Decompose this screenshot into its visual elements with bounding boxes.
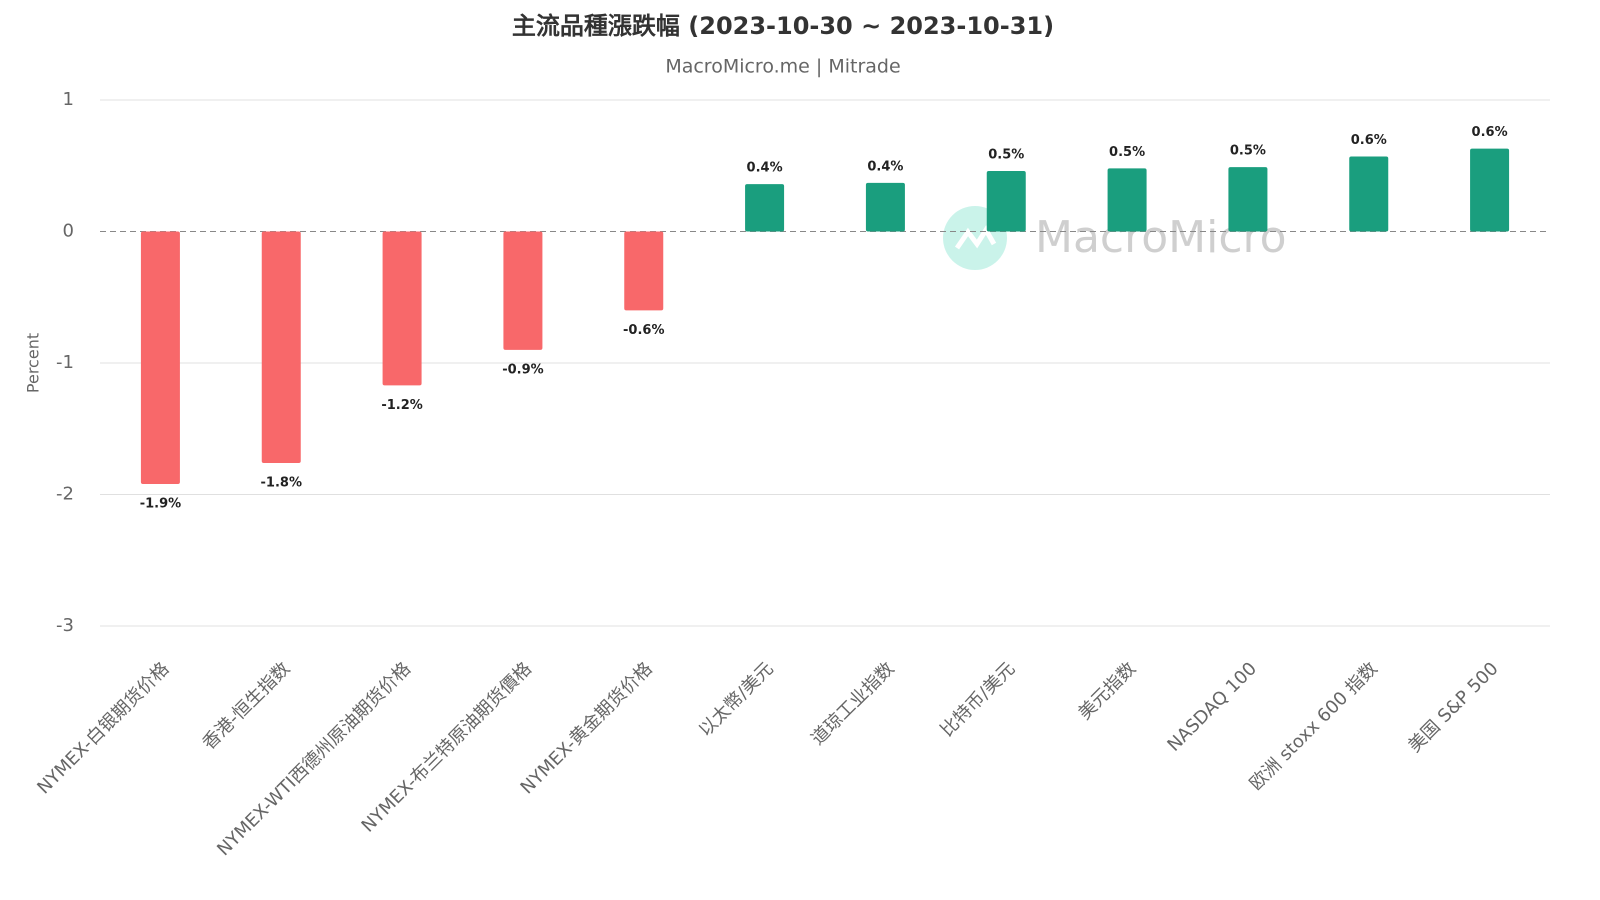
- bar: [986, 171, 1026, 232]
- bar: [624, 231, 664, 311]
- x-tick-label: NASDAQ 100: [1163, 658, 1261, 756]
- x-tick-label: 美元指数: [1074, 658, 1140, 724]
- y-tick-label: 0: [63, 221, 74, 242]
- data-label: 0.5%: [1109, 145, 1145, 160]
- data-label: -0.6%: [623, 323, 664, 338]
- x-tick-label: 欧洲 stoxx 600 指数: [1246, 658, 1382, 794]
- x-tick-label: 香港-恒生指数: [199, 658, 295, 754]
- x-tick-label: NYMEX-WTI西德州原油期货价格: [213, 658, 415, 860]
- y-tick-label: -3: [56, 615, 74, 636]
- chart-title: 主流品種漲跌幅 (2023-10-30 ~ 2023-10-31): [512, 12, 1054, 40]
- x-tick-label: NYMEX-黄金期货价格: [517, 658, 657, 798]
- y-tick-label: 1: [63, 89, 74, 110]
- y-axis-label: Percent: [24, 333, 43, 393]
- x-tick-label: 比特币/美元: [937, 658, 1020, 741]
- data-label: 0.5%: [1230, 144, 1266, 159]
- x-tick-label: 道琼工业指数: [807, 658, 898, 749]
- bar: [1228, 167, 1268, 232]
- data-label: -1.9%: [140, 496, 181, 511]
- data-label: -0.9%: [502, 362, 543, 377]
- bar: [503, 231, 543, 350]
- chart-subtitle: MacroMicro.me | Mitrade: [665, 56, 900, 78]
- bar: [865, 182, 905, 232]
- y-tick-label: -1: [56, 352, 74, 373]
- x-tick-label: NYMEX-白银期货价格: [33, 658, 173, 798]
- bar: [140, 231, 180, 484]
- y-tick-label: -2: [56, 484, 74, 505]
- bar: [1107, 168, 1147, 232]
- bar: [745, 184, 785, 232]
- bar: [1349, 156, 1389, 232]
- data-label: 0.5%: [988, 148, 1024, 163]
- data-label: -1.8%: [261, 475, 302, 490]
- data-label: 0.6%: [1351, 133, 1387, 148]
- data-label: 0.4%: [747, 161, 783, 176]
- bar: [1470, 148, 1510, 232]
- x-tick-label: 美国 S&P 500: [1404, 658, 1502, 756]
- bar: [261, 231, 301, 463]
- x-tick-label: 以太幣/美元: [695, 658, 778, 741]
- data-label: 0.4%: [867, 159, 903, 174]
- data-label: -1.2%: [381, 398, 422, 413]
- bar: [382, 231, 422, 386]
- data-label: 0.6%: [1472, 125, 1508, 140]
